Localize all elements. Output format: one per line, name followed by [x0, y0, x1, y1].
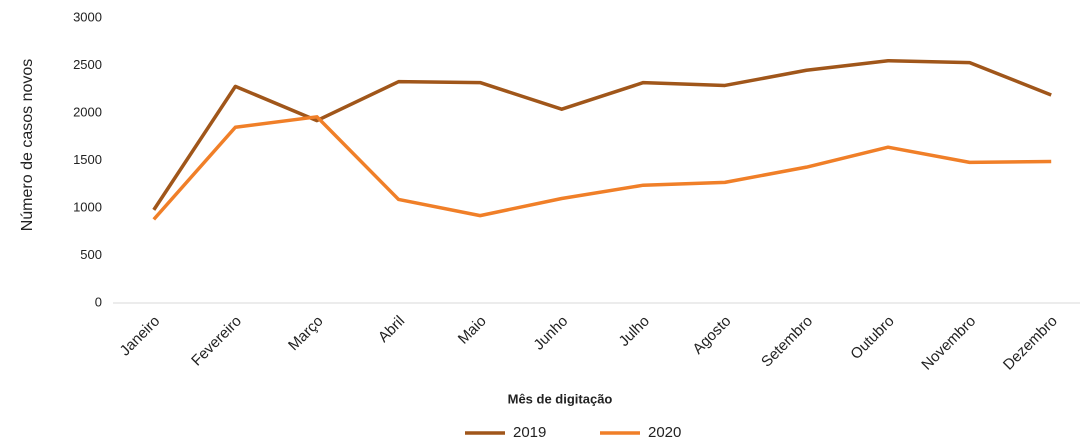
- x-tick-label: Março: [285, 313, 326, 354]
- y-tick-label: 500: [80, 247, 102, 262]
- x-tick-label: Janeiro: [117, 313, 164, 360]
- x-tick-label: Abril: [375, 313, 408, 346]
- legend-label: 2020: [648, 424, 681, 441]
- x-tick-label: Fevereiro: [188, 313, 245, 370]
- y-axis-label: Número de casos novos: [19, 59, 36, 232]
- line-series: [152, 59, 1052, 211]
- x-axis-label: Mês de digitação: [508, 391, 613, 406]
- x-tick-label: Agosto: [689, 313, 734, 358]
- y-tick-label: 1500: [73, 152, 102, 167]
- x-tick-label: Maio: [455, 313, 490, 348]
- y-tick-label: 2500: [73, 57, 102, 72]
- y-tick-label: 1000: [73, 199, 102, 214]
- line-series: [152, 115, 1052, 221]
- x-tick-label: Dezembro: [1000, 313, 1061, 374]
- x-tick-label: Setembro: [758, 313, 816, 371]
- x-tick-label: Novembro: [918, 313, 979, 374]
- y-tick-label: 2000: [73, 104, 102, 119]
- y-tick-label: 0: [95, 294, 102, 309]
- x-tick-label: Outubro: [847, 313, 897, 363]
- x-tick-label: Junho: [530, 313, 571, 354]
- y-tick-label: 3000: [73, 9, 102, 24]
- legend-label: 2019: [513, 424, 546, 441]
- x-tick-label: Julho: [616, 313, 653, 350]
